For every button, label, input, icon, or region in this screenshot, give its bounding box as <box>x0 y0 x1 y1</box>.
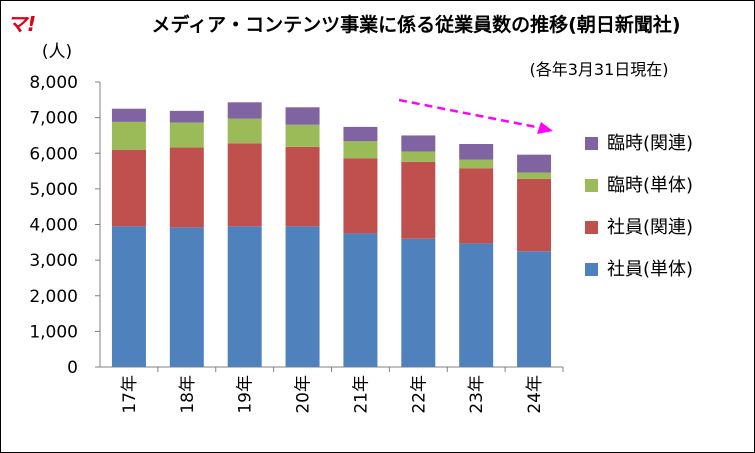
y-tick-label: 0 <box>67 358 78 378</box>
bar-segment <box>285 107 320 125</box>
legend: 臨時(関連) 臨時(単体) 社員(関連) 社員(単体) <box>585 133 693 280</box>
bar-segment <box>517 251 552 367</box>
bar-segment <box>343 233 378 367</box>
y-tick-label: 5,000 <box>29 180 78 200</box>
bar-segment <box>401 151 436 162</box>
bar-segment <box>169 147 204 228</box>
bar-segment <box>459 143 494 160</box>
x-tick-label: 18年 <box>178 375 198 414</box>
legend-label: 社員(関連) <box>607 217 693 238</box>
y-tick-label: 7,000 <box>29 109 78 129</box>
x-tick-label: 20年 <box>294 375 314 414</box>
bar-segment <box>401 238 436 367</box>
legend-item: 臨時(単体) <box>585 175 693 196</box>
legend-swatch <box>585 221 598 234</box>
x-tick-label: 22年 <box>409 375 429 414</box>
y-tick-label: 1,000 <box>29 322 78 342</box>
y-tick-label: 2,000 <box>29 287 78 307</box>
x-tick-label: 17年 <box>120 375 140 414</box>
legend-item: 臨時(関連) <box>585 133 693 154</box>
y-tick-label: 8,000 <box>29 73 78 93</box>
y-tick-label: 3,000 <box>29 251 78 271</box>
bar-segment <box>459 243 494 367</box>
x-label-group: 17年 18年 19年 20年 21年 22年 23年 24年 <box>120 367 564 414</box>
logo-mark: マ! <box>7 12 36 36</box>
legend-label: 臨時(関連) <box>607 133 693 154</box>
bar-segment <box>517 178 552 252</box>
bar-segment <box>285 226 320 367</box>
legend-swatch <box>585 137 598 150</box>
bar-segment <box>285 124 320 147</box>
legend-swatch <box>585 179 598 192</box>
x-tick-label: 24年 <box>525 375 545 414</box>
bar-segment <box>111 226 146 367</box>
x-tick-label: 21年 <box>351 375 371 414</box>
trend-arrow <box>398 98 553 134</box>
legend-label: 社員(単体) <box>607 259 693 280</box>
x-tick-label: 23年 <box>467 375 487 414</box>
bar-segment <box>169 122 204 148</box>
y-tick-label: 6,000 <box>29 144 78 164</box>
legend-item: 社員(単体) <box>585 259 693 280</box>
bar-segment <box>169 227 204 367</box>
bar-segment <box>401 161 436 239</box>
legend-swatch <box>585 263 598 276</box>
y-tick-label: 4,000 <box>29 216 78 236</box>
bar-segment <box>111 108 146 122</box>
bar-segment <box>227 118 262 144</box>
bar-segment <box>111 121 146 150</box>
bar-segment <box>285 146 320 227</box>
bar-segment <box>459 159 494 169</box>
legend-label: 臨時(単体) <box>607 175 693 196</box>
chart-title: メディア・コンテンツ事業に係る従業員数の推移(朝日新聞社) <box>151 13 680 36</box>
y-tick-group: 0 1,000 2,000 3,000 4,000 5,000 6,000 7,000 8,00… <box>29 73 100 378</box>
legend-item: 社員(関連) <box>585 217 693 238</box>
bar-segment <box>227 102 262 119</box>
y-axis-label: (人) <box>42 42 72 62</box>
bar-segment <box>111 149 146 227</box>
bar-segment <box>459 168 494 244</box>
x-tick-label: 19年 <box>236 375 256 414</box>
bar-segment <box>401 135 436 152</box>
chart-subtitle: (各年3月31日現在) <box>529 60 668 79</box>
bar-segment <box>343 126 378 142</box>
bar-segment <box>227 226 262 367</box>
bar-segment <box>227 143 262 227</box>
bar-segment <box>343 158 378 234</box>
bars-group <box>111 102 552 367</box>
bar-segment <box>517 154 552 173</box>
bar-segment <box>517 172 552 179</box>
bar-segment <box>169 110 204 123</box>
bar-segment <box>343 141 378 159</box>
